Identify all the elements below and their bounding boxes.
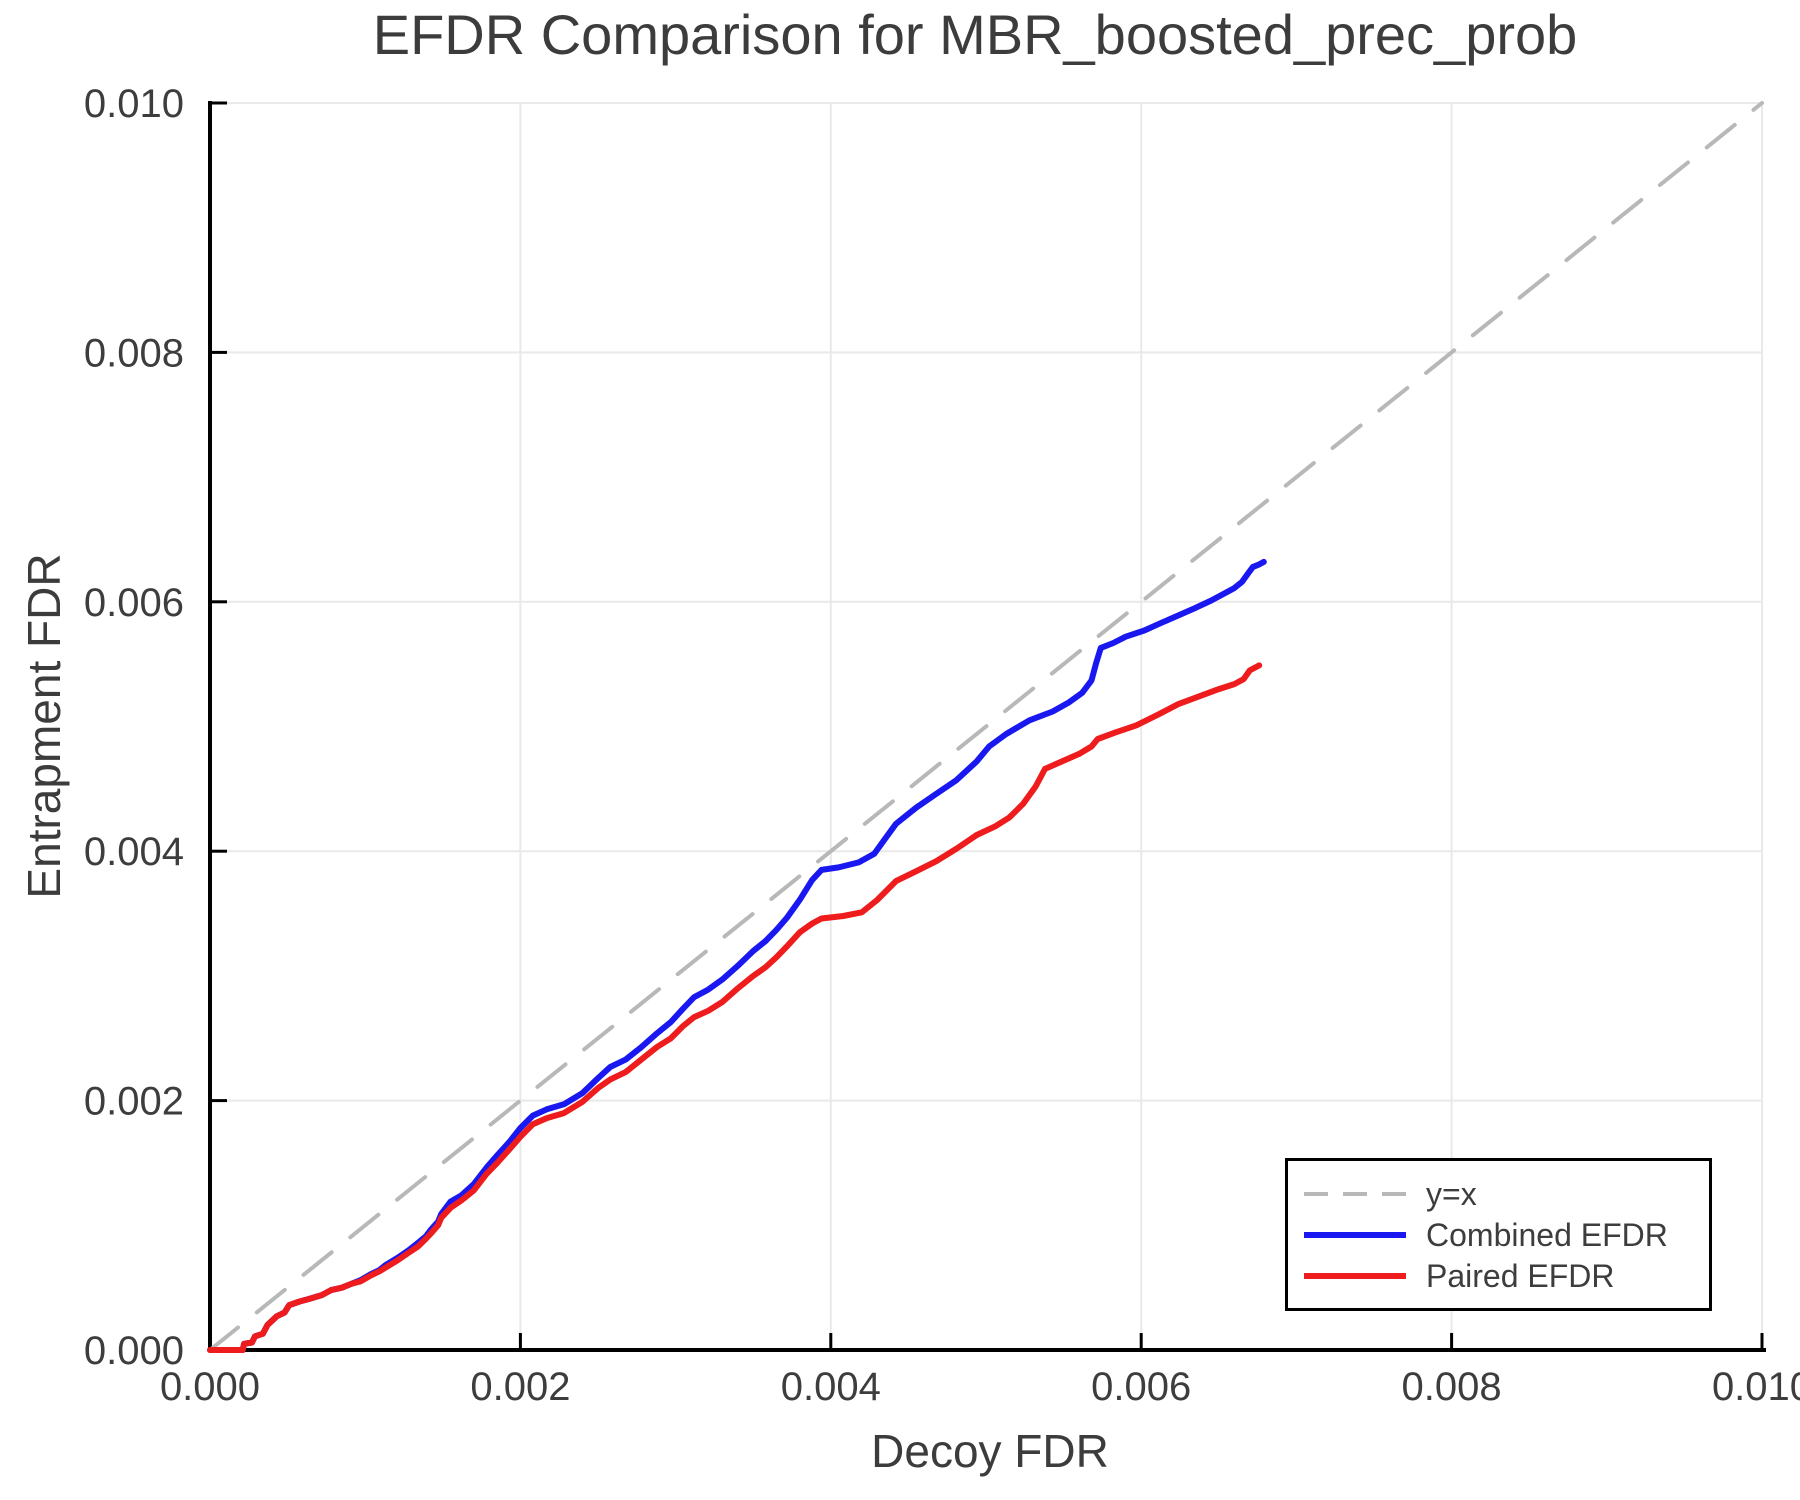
y-tick-label: 0.000 xyxy=(84,1329,184,1373)
series-combined-efdr xyxy=(207,558,1267,1353)
y-tick-label: 0.002 xyxy=(84,1080,184,1124)
y-axis-label: Entrapment FDR xyxy=(18,553,70,899)
x-tick-label: 0.010 xyxy=(1712,1365,1800,1409)
y-tick-label: 0.010 xyxy=(84,82,184,126)
legend-entry-paired-efdr: Paired EFDR xyxy=(1302,1257,1709,1294)
legend: y=x Combined EFDR Paired EFDR xyxy=(1285,1158,1712,1311)
y-tick-label: 0.004 xyxy=(84,830,184,874)
legend-label-combined-efdr: Combined EFDR xyxy=(1426,1216,1668,1253)
legend-sample-yx-line xyxy=(1304,1191,1406,1196)
legend-sample-combined-line xyxy=(1304,1231,1406,1238)
x-tick-label: 0.004 xyxy=(781,1365,881,1409)
chart-title: EFDR Comparison for MBR_boosted_prec_pro… xyxy=(372,3,1578,66)
x-axis-label: Decoy FDR xyxy=(871,1425,1109,1477)
x-tick-label: 0.002 xyxy=(470,1365,570,1409)
legend-entry-yx: y=x xyxy=(1302,1175,1709,1212)
series-y-x xyxy=(208,101,1764,1352)
y-tick-label: 0.008 xyxy=(84,331,184,375)
y-tick-label: 0.006 xyxy=(84,581,184,625)
legend-label-paired-efdr: Paired EFDR xyxy=(1426,1257,1615,1294)
x-tick-label: 0.008 xyxy=(1402,1365,1502,1409)
series-paired-efdr xyxy=(207,662,1263,1353)
legend-label-yx: y=x xyxy=(1426,1175,1477,1212)
legend-entry-combined-efdr: Combined EFDR xyxy=(1302,1216,1709,1253)
x-tick-label: 0.000 xyxy=(160,1365,260,1409)
x-tick-label: 0.006 xyxy=(1091,1365,1191,1409)
legend-sample-paired-line xyxy=(1304,1272,1406,1279)
